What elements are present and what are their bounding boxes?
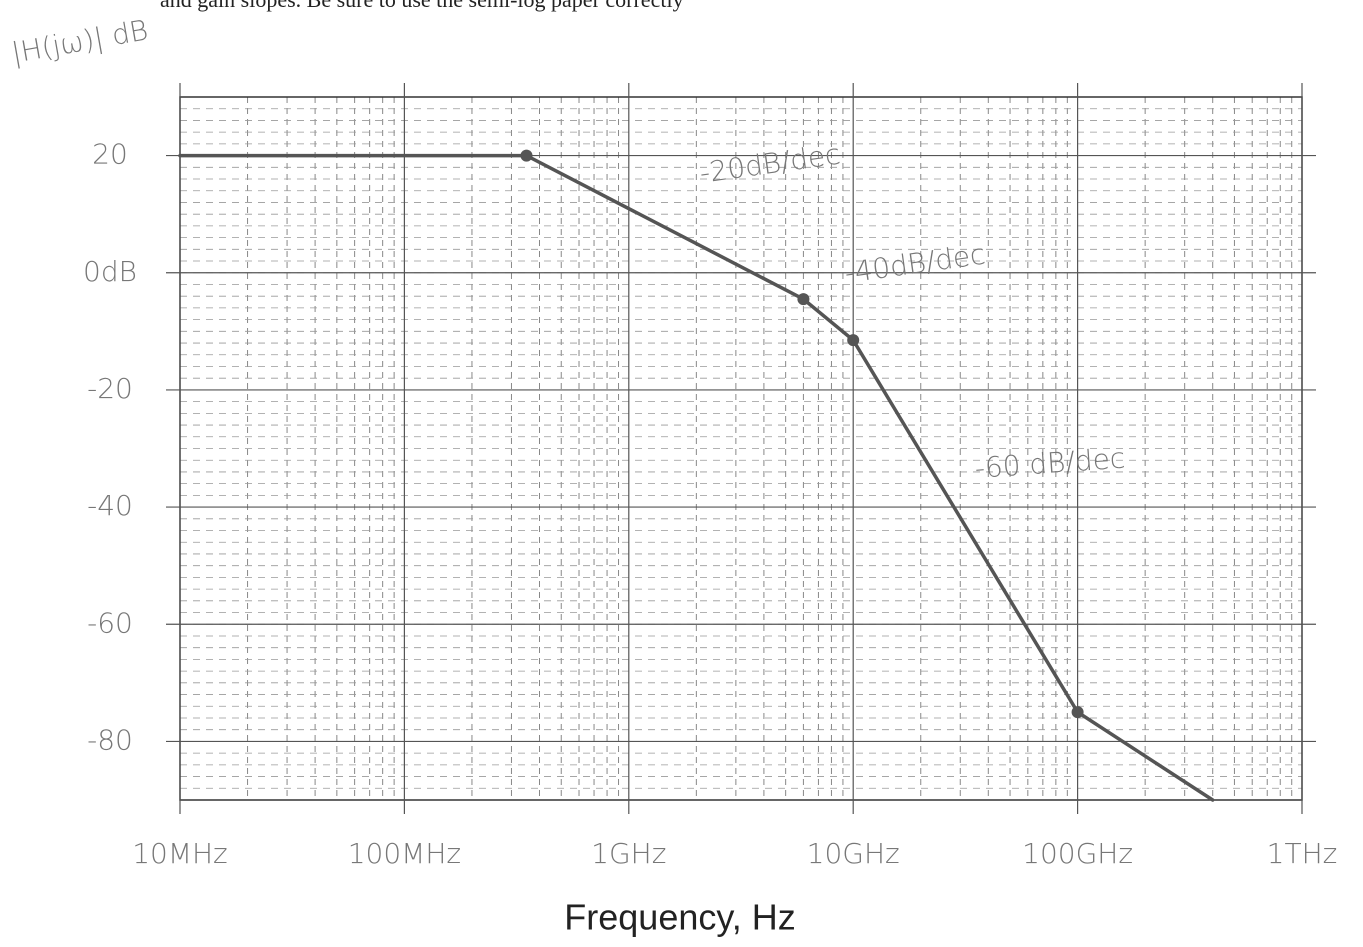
break-point <box>1071 706 1084 719</box>
x-tick-label: 10MHz <box>132 837 228 870</box>
break-point <box>520 149 533 162</box>
header: and gain slopes. Be sure to use the semi… <box>160 0 684 12</box>
slope-annotation: -60 dB/dec <box>974 442 1127 485</box>
slope-annotation: -40dB/dec <box>842 237 987 289</box>
x-tick-label: 100MHz <box>348 837 461 870</box>
y-tick-label: -80 <box>87 723 133 756</box>
y-axis-label: |H(jω)| dB <box>9 13 151 69</box>
x-tick-label: 100GHz <box>1022 837 1133 870</box>
y-tick-label: -40 <box>87 489 133 522</box>
x-tick-label: 10GHz <box>807 837 900 870</box>
x-tick-label: 1GHz <box>591 837 666 870</box>
data-line <box>178 153 1215 802</box>
x-axis-label: Frequency, Hz <box>564 897 795 938</box>
y-tick-label: 0dB <box>83 255 137 288</box>
y-tick-label: -60 <box>87 606 133 639</box>
y-tick-label: -20 <box>87 372 133 405</box>
x-tick-label: 1THz <box>1267 837 1338 870</box>
break-point <box>847 334 860 347</box>
break-point <box>797 293 810 306</box>
slope-annotation: -20dB/dec <box>697 137 842 189</box>
y-tick-label: 20 <box>92 138 128 171</box>
